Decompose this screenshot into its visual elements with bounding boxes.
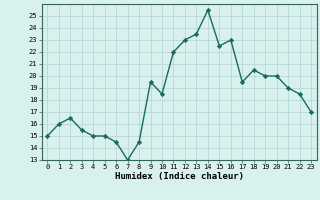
- X-axis label: Humidex (Indice chaleur): Humidex (Indice chaleur): [115, 172, 244, 181]
